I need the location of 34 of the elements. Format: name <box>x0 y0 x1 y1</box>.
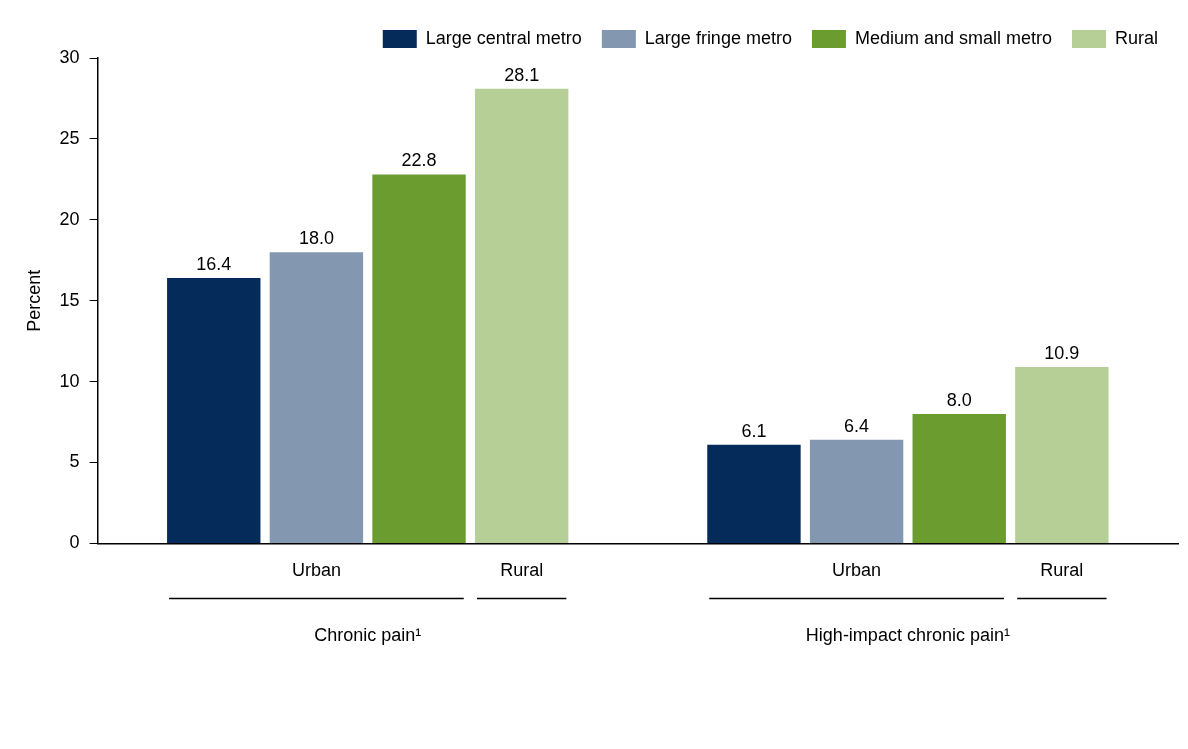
bar <box>372 174 466 543</box>
bar <box>912 413 1006 543</box>
bar <box>809 439 904 543</box>
text: Rural <box>500 560 544 581</box>
bar <box>707 444 801 543</box>
y-tick-label: 20 <box>59 208 80 229</box>
text: Urban <box>291 560 341 581</box>
x-tick-label: High-impact chronic pain¹ <box>805 625 1010 646</box>
data-label: 22.8 <box>401 150 437 171</box>
data-label: 10.9 <box>1044 343 1080 364</box>
legend-label: Rural <box>1114 27 1158 48</box>
y-tick-label: 5 <box>69 451 80 472</box>
legend-label: Large central metro <box>425 27 582 48</box>
data-label: 16.4 <box>196 254 232 275</box>
y-tick-label: 30 <box>59 46 80 67</box>
bar <box>474 88 569 543</box>
y-tick-label: 25 <box>59 127 80 148</box>
y-tick-label: 15 <box>59 289 80 310</box>
bar <box>1015 367 1109 543</box>
y-axis-title: Percent <box>23 269 44 332</box>
data-label: 6.1 <box>741 420 767 441</box>
legend-label: Medium and small metro <box>854 27 1052 48</box>
data-label: 28.1 <box>504 64 540 85</box>
y-tick-label: 0 <box>69 532 80 553</box>
data-label: 8.0 <box>946 389 972 410</box>
x-tick-label: Chronic pain¹ <box>314 625 422 646</box>
legend-label: Large fringe metro <box>644 27 792 48</box>
text: Rural <box>1040 560 1084 581</box>
data-label: 18.0 <box>298 228 334 249</box>
bar <box>167 278 261 543</box>
text: Urban <box>832 560 882 581</box>
y-tick-label: 10 <box>59 370 80 391</box>
bar <box>269 252 364 543</box>
data-label: 6.4 <box>844 415 870 436</box>
